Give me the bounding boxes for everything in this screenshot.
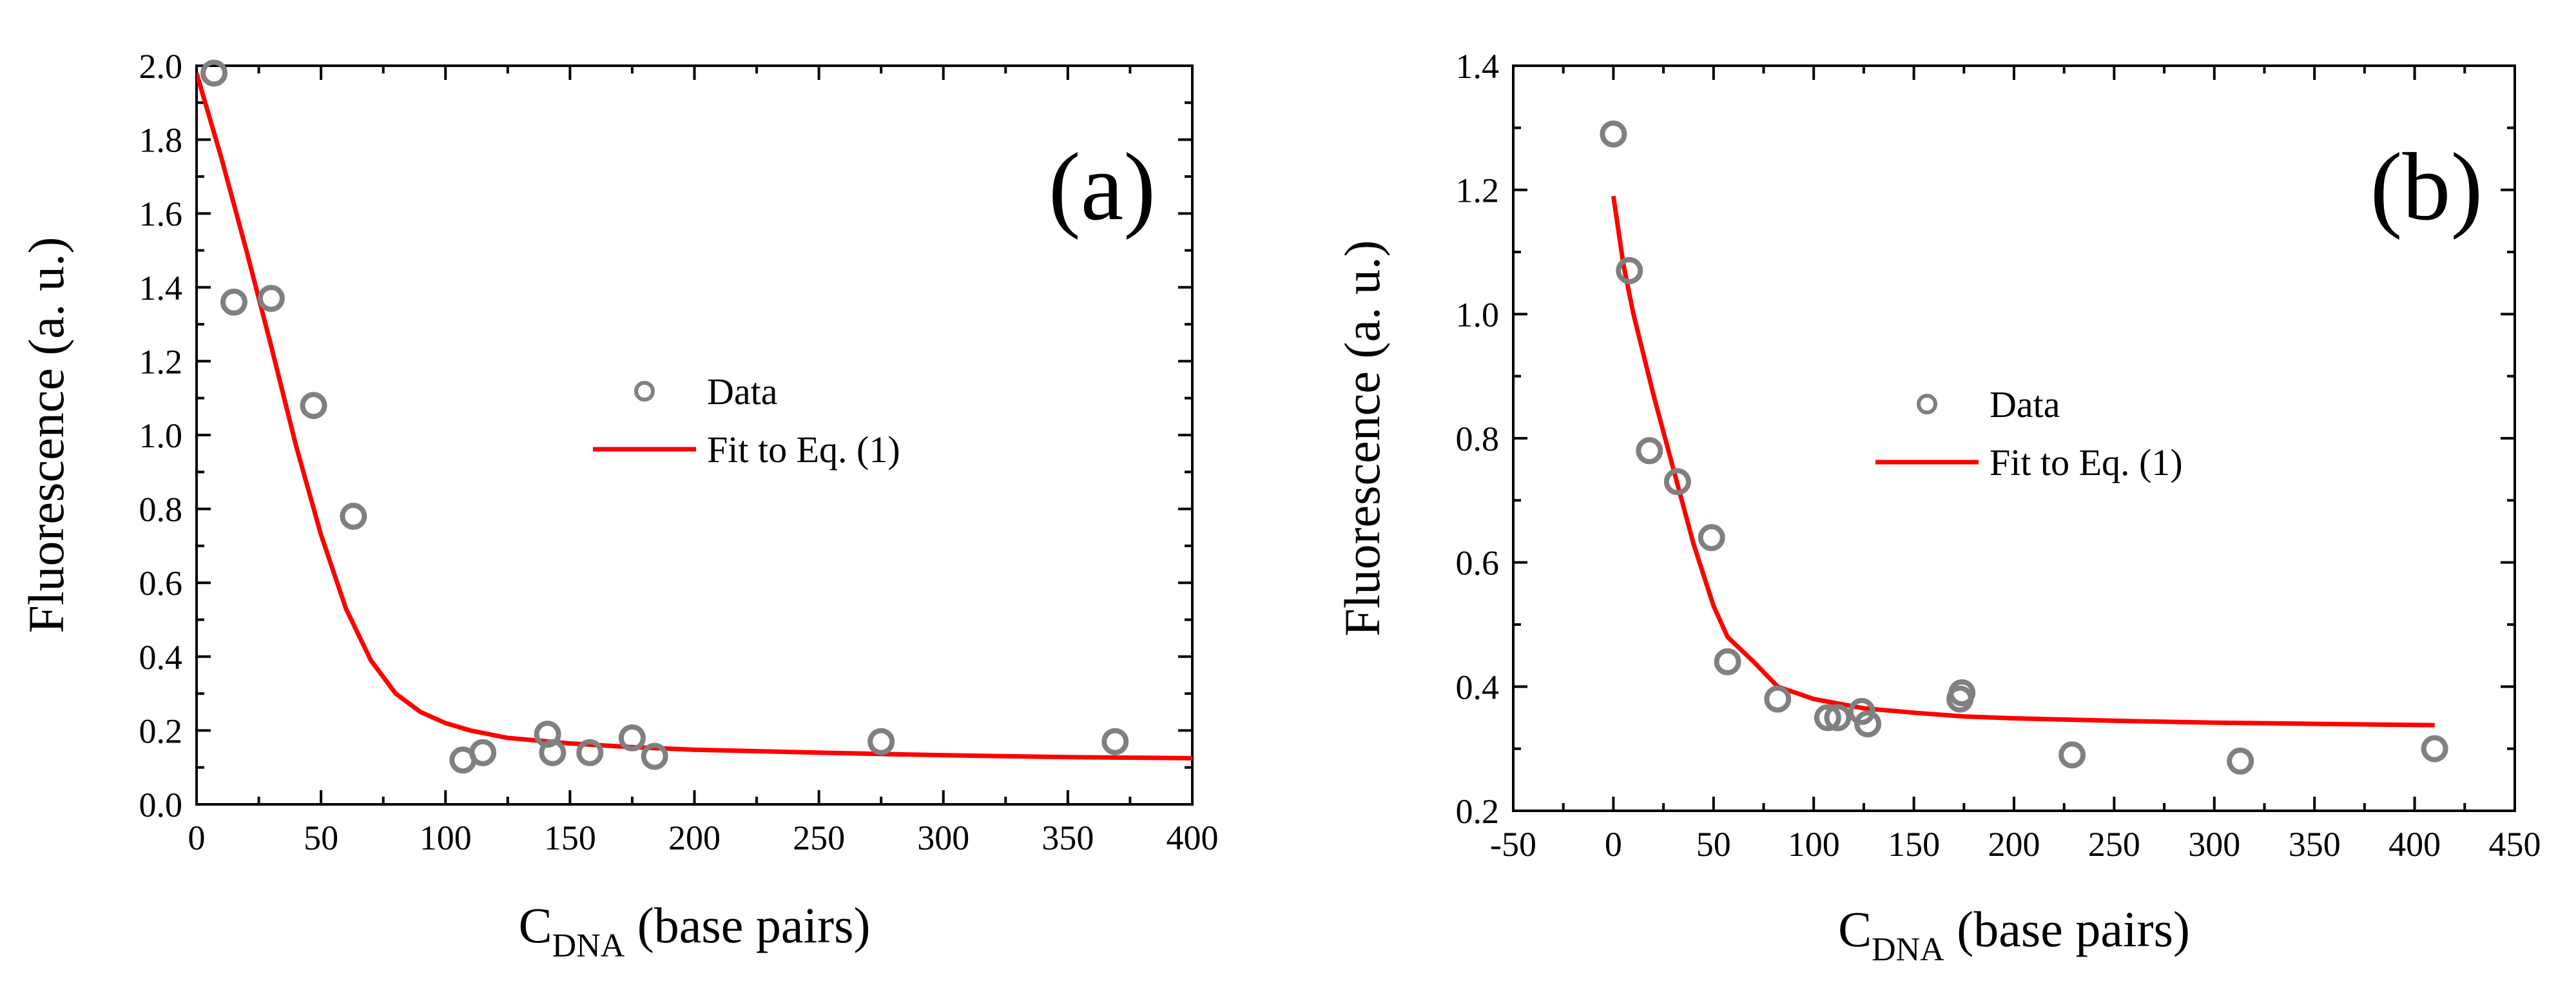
y-tick-label: 0.2	[1456, 792, 1500, 831]
data-point	[1636, 437, 1663, 465]
data-point	[1814, 704, 1841, 732]
x-axis-title: CDNA (base pairs)	[1838, 901, 2190, 968]
data-point	[1663, 468, 1691, 496]
y-tick-label: 0.6	[1456, 544, 1500, 583]
x-axis-title: CDNA (base pairs)	[519, 897, 871, 964]
y-tick-label: 2.0	[139, 47, 183, 86]
x-tick-label: 450	[2489, 825, 2541, 864]
y-tick-label: 0.2	[139, 712, 183, 750]
data-point	[257, 284, 285, 312]
plot-frame	[195, 64, 1194, 806]
x-tick-label: 0	[1605, 825, 1622, 864]
data-point	[220, 288, 247, 316]
legend-label-data: Data	[707, 371, 778, 412]
data-point	[576, 739, 604, 766]
data-point	[200, 59, 228, 87]
data-point	[300, 392, 327, 420]
data-point	[1824, 704, 1852, 732]
y-tick-label: 1.2	[1456, 171, 1500, 210]
data-point	[469, 739, 497, 766]
x-tick-label: 200	[1988, 825, 2040, 864]
y-tick-label: 0.6	[139, 564, 183, 603]
legend-marker-data	[634, 381, 655, 402]
y-tick-label: 1.2	[139, 342, 183, 381]
y-tick-label: 1.6	[139, 195, 183, 233]
legend-marker-data	[1917, 394, 1937, 414]
x-tick-label: 400	[2388, 825, 2441, 864]
x-tick-label: 350	[2289, 825, 2341, 864]
panel-b: -50 0 50 100 150 200 250 300 350 400 450 0.2 0.4 0.6 0…	[1334, 47, 2541, 968]
y-tick-label: 0.4	[139, 638, 183, 677]
x-tick-label: 400	[1167, 819, 1219, 857]
x-tick-label: 300	[917, 819, 969, 857]
data-point	[618, 724, 646, 752]
x-tick-label: 50	[304, 819, 338, 857]
data-point	[1600, 120, 1627, 148]
y-tick-label: 0.8	[139, 490, 183, 529]
legend-label-fit: Fit to Eq. (1)	[707, 429, 900, 470]
x-tick-label: 100	[420, 819, 472, 857]
data-point	[1698, 524, 1725, 552]
panel-label: (b)	[2370, 133, 2483, 240]
x-tick-label: 250	[2088, 825, 2140, 864]
data-point	[2421, 735, 2448, 762]
y-tick-label: 0.4	[1456, 668, 1500, 706]
x-tick-label: 250	[793, 819, 845, 857]
data-point	[539, 739, 567, 766]
y-axis-title: Fluorescence (a. u.)	[1334, 240, 1390, 636]
x-tick-label: 300	[2188, 825, 2240, 864]
panel-a: 0 50 100 150 200 250 300 350 400 0.0 0.2 0.4 0.6 0.8 1…	[18, 47, 1219, 964]
data-point	[2058, 741, 2086, 769]
data-point	[641, 742, 668, 770]
data-point	[1764, 685, 1792, 713]
x-tick-label: 0	[188, 819, 206, 857]
x-tick-label: 150	[544, 819, 596, 857]
data-point	[2227, 747, 2254, 775]
legend-label-data: Data	[1990, 383, 2060, 425]
y-tick-label: 0.8	[1456, 420, 1500, 458]
y-axis-title: Fluorescence (a. u.)	[18, 237, 74, 633]
y-tick-label: 1.4	[139, 269, 183, 307]
data-point	[1854, 710, 1882, 738]
fit-line	[197, 72, 1192, 761]
y-tick-label: 1.0	[1456, 295, 1500, 334]
x-tick-label: 350	[1041, 819, 1094, 857]
y-tick-label: 0.0	[139, 786, 183, 824]
x-tick-label: -50	[1490, 825, 1536, 864]
y-tick-label: 1.8	[139, 121, 183, 160]
x-tick-label: 50	[1696, 825, 1731, 864]
data-point	[340, 503, 367, 530]
data-point	[1101, 728, 1129, 755]
legend-label-fit: Fit to Eq. (1)	[1990, 441, 2183, 483]
x-tick-label: 200	[668, 819, 721, 857]
x-tick-label: 150	[1888, 825, 1940, 864]
x-tick-label: 100	[1788, 825, 1840, 864]
legend: Data Fit to Eq. (1)	[593, 371, 900, 470]
y-tick-label: 1.4	[1456, 47, 1500, 86]
data-point	[867, 728, 895, 755]
data-point	[1616, 257, 1643, 284]
y-tick-label: 1.0	[139, 416, 183, 455]
data-point	[1948, 679, 1976, 706]
panel-label: (a)	[1049, 133, 1156, 240]
legend: Data Fit to Eq. (1)	[1875, 383, 2183, 483]
data-point	[1714, 648, 1741, 675]
